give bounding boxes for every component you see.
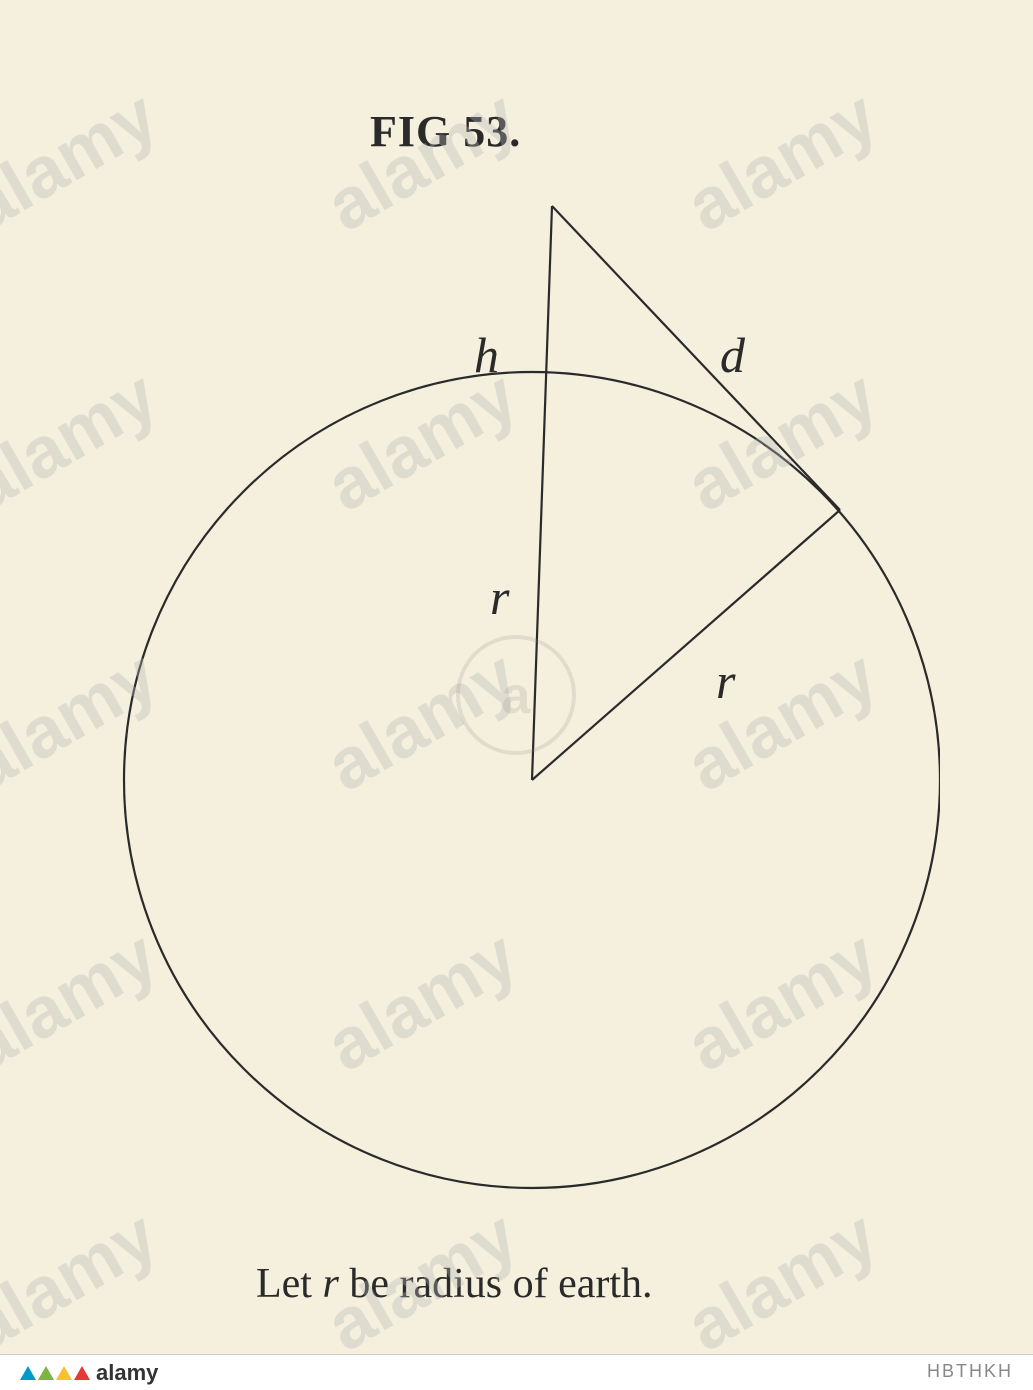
footer-bar: alamy HBTHKH (0, 1354, 1033, 1390)
figure-title: FIG 53. (370, 106, 521, 157)
page: FIG 53. h d r r Let r be radius of earth… (0, 0, 1033, 1390)
footer-logo-text: alamy (96, 1360, 158, 1386)
line-radius-r2 (532, 510, 840, 780)
label-d: d (720, 326, 745, 384)
label-r2: r (716, 652, 735, 710)
footer-logo: alamy (20, 1360, 158, 1386)
label-r1: r (490, 568, 509, 626)
footer-image-id: HBTHKH (927, 1361, 1013, 1382)
caption-suffix: be radius of earth. (339, 1261, 653, 1307)
logo-triangle-icon (20, 1366, 36, 1380)
logo-triangle-icon (38, 1366, 54, 1380)
logo-triangle-icon (74, 1366, 90, 1380)
svg-text:a: a (502, 667, 532, 725)
caption-prefix: Let (256, 1261, 322, 1307)
figure-caption: Let r be radius of earth. (256, 1260, 653, 1308)
logo-triangle-icon (56, 1366, 72, 1380)
label-h: h (474, 326, 499, 384)
caption-var-r: r (322, 1261, 338, 1307)
line-tangent-d (552, 206, 840, 510)
